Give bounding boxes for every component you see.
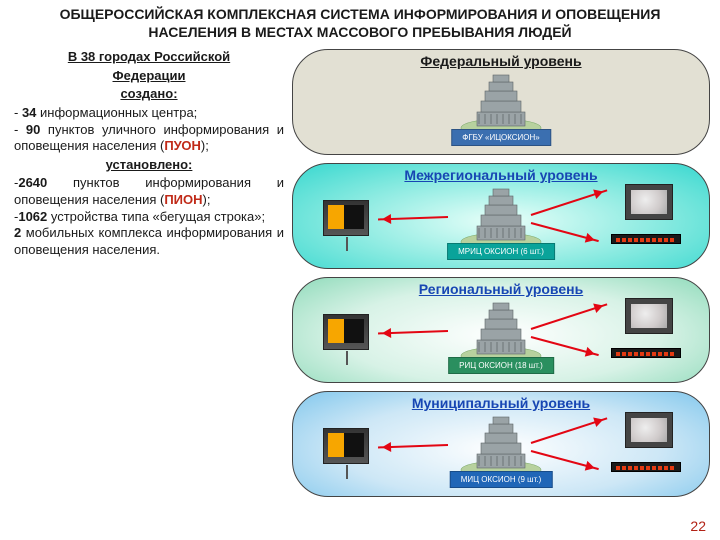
level-panel: Муниципальный уровень МИЦ ОКСИОН (9 шт.) bbox=[292, 391, 710, 497]
level-panel: Федеральный уровень ФГБУ «ИЦОКСИОН» bbox=[292, 49, 710, 155]
arrow-icon bbox=[378, 216, 448, 220]
billboard-icon bbox=[323, 314, 369, 350]
page-number: 22 bbox=[690, 518, 706, 534]
level-panel: Региональный уровень РИЦ ОКСИОН (18 шт.) bbox=[292, 277, 710, 383]
installed-item-2: -1062 устройства типа «бегущая строка»; bbox=[14, 209, 284, 226]
level-title: Федеральный уровень bbox=[293, 53, 709, 69]
arrow-icon bbox=[378, 444, 448, 448]
arrow-icon bbox=[378, 330, 448, 334]
installed-item-1: -2640 пунктов информирования и оповещени… bbox=[14, 175, 284, 208]
level-caption: РИЦ ОКСИОН (18 шт.) bbox=[448, 357, 554, 374]
installed-label: установлено: bbox=[14, 157, 284, 174]
level-caption: ФГБУ «ИЦОКСИОН» bbox=[451, 129, 551, 146]
levels-column: Федеральный уровень ФГБУ «ИЦОКСИОН»Межре… bbox=[292, 49, 710, 497]
main-layout: В 38 городах Российской Федерации создан… bbox=[0, 45, 720, 497]
level-title: Межрегиональный уровень bbox=[293, 167, 709, 183]
ticker-icon bbox=[611, 462, 681, 472]
billboard-icon bbox=[323, 428, 369, 464]
installed-item-3: 2 мобильных комплекса информирования и о… bbox=[14, 225, 284, 258]
level-title: Муниципальный уровень bbox=[293, 395, 709, 411]
level-caption: МИЦ ОКСИОН (9 шт.) bbox=[450, 471, 553, 488]
left-header-1: В 38 городах Российской bbox=[14, 49, 284, 66]
created-label: создано: bbox=[14, 86, 284, 103]
ticker-icon bbox=[611, 234, 681, 244]
page-title: ОБЩЕРОССИЙСКАЯ КОМПЛЕКСНАЯ СИСТЕМА ИНФОР… bbox=[0, 0, 720, 45]
ticker-icon bbox=[611, 348, 681, 358]
created-item-2: - 90 пунктов уличного информирования и о… bbox=[14, 122, 284, 155]
level-panel: Межрегиональный уровень МРИЦ ОКСИОН (6 ш… bbox=[292, 163, 710, 269]
tv-icon bbox=[625, 298, 673, 334]
left-text-column: В 38 городах Российской Федерации создан… bbox=[14, 49, 284, 497]
level-title: Региональный уровень bbox=[293, 281, 709, 297]
billboard-icon bbox=[323, 200, 369, 236]
level-caption: МРИЦ ОКСИОН (6 шт.) bbox=[447, 243, 555, 260]
tv-icon bbox=[625, 412, 673, 448]
created-item-1: - 34 информационных центра; bbox=[14, 105, 284, 122]
tv-icon bbox=[625, 184, 673, 220]
left-header-2: Федерации bbox=[14, 68, 284, 85]
